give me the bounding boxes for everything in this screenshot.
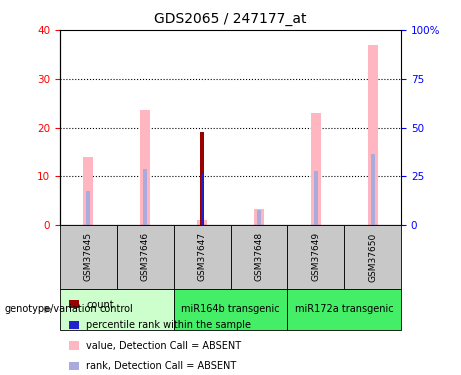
Text: GSM37649: GSM37649 [311,232,320,281]
Bar [143,169,147,225]
Bar [257,210,261,225]
Bar [174,225,230,289]
Bar [200,132,204,225]
Title: GDS2065 / 247177_at: GDS2065 / 247177_at [154,12,307,26]
Bar [86,191,90,225]
Bar [83,157,94,225]
Bar [201,174,203,225]
Text: miR164b transgenic: miR164b transgenic [181,304,280,314]
Bar [60,289,174,330]
Bar [117,225,174,289]
Bar [367,45,378,225]
Bar [287,289,401,330]
Text: genotype/variation: genotype/variation [5,304,97,314]
Text: miR172a transgenic: miR172a transgenic [295,304,394,314]
Bar [344,225,401,289]
Text: value, Detection Call = ABSENT: value, Detection Call = ABSENT [86,341,241,351]
Text: GSM37648: GSM37648 [254,232,263,281]
Bar [197,220,207,225]
Text: count: count [86,300,114,309]
Bar [314,171,318,225]
Bar [200,174,204,225]
Text: rank, Detection Call = ABSENT: rank, Detection Call = ABSENT [86,362,236,371]
Bar [174,289,287,330]
Text: GSM37646: GSM37646 [141,232,150,281]
Text: GSM37645: GSM37645 [84,232,93,281]
Bar [311,113,321,225]
Bar [254,209,264,225]
Bar [60,225,117,289]
Bar [230,225,287,289]
Text: percentile rank within the sample: percentile rank within the sample [86,320,251,330]
Text: GSM37650: GSM37650 [368,232,377,282]
Bar [140,110,150,225]
Text: GSM37647: GSM37647 [198,232,207,281]
Bar [287,225,344,289]
Bar [371,154,375,225]
Text: control: control [100,304,134,314]
